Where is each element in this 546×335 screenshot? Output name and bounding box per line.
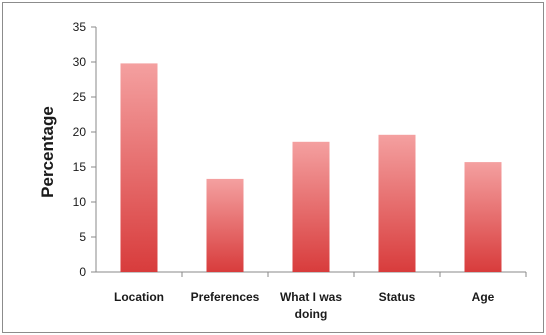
bar — [120, 63, 158, 273]
bar — [464, 162, 502, 272]
y-axis-label: Percentage — [38, 106, 57, 198]
x-tick-label: Location — [114, 290, 164, 304]
x-tick-label: Age — [472, 290, 495, 304]
bar — [292, 141, 330, 272]
y-tick-label: 5 — [79, 230, 86, 244]
y-tick-label: 20 — [73, 125, 87, 139]
y-tick-label: 30 — [73, 55, 87, 69]
bar — [206, 178, 244, 272]
y-tick-label: 15 — [73, 160, 87, 174]
y-tick-label: 35 — [73, 20, 87, 34]
bar — [378, 134, 416, 272]
y-tick-label: 0 — [79, 265, 86, 279]
x-tick-label: Status — [379, 290, 416, 304]
y-tick-label: 10 — [73, 195, 87, 209]
x-tick-label: What I was doing — [280, 290, 342, 321]
y-tick-label: 25 — [73, 90, 87, 104]
x-tick-label: Preferences — [191, 290, 260, 304]
